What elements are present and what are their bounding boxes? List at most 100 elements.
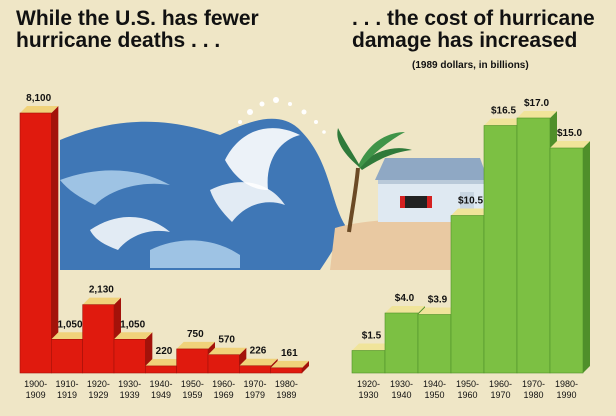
damage-bar-top bbox=[517, 111, 557, 118]
deaths-bar bbox=[19, 112, 52, 374]
deaths-value-label: 1,050 bbox=[120, 319, 145, 330]
deaths-tick-label: 1909 bbox=[26, 390, 46, 400]
damage-value-label: $1.5 bbox=[362, 331, 382, 342]
deaths-tick-label: 1989 bbox=[276, 390, 296, 400]
deaths-tick-label: 1960- bbox=[212, 379, 235, 389]
damage-headline-line2: damage has increased bbox=[352, 29, 578, 52]
spray-icon bbox=[238, 97, 326, 134]
wave-icon bbox=[210, 182, 285, 222]
deaths-bar bbox=[113, 338, 146, 374]
deaths-tick-label: 1929 bbox=[88, 390, 108, 400]
deaths-tick-label: 1910- bbox=[55, 379, 78, 389]
damage-value-label: $4.0 bbox=[395, 293, 415, 304]
damage-bar bbox=[549, 147, 584, 374]
deaths-bar-top bbox=[176, 341, 215, 349]
deaths-tick-label: 1930- bbox=[118, 379, 141, 389]
deaths-value-label: 750 bbox=[187, 329, 204, 340]
wave-icon bbox=[150, 240, 240, 268]
deaths-bar bbox=[207, 354, 240, 374]
damage-headline: . . . the cost of hurricane damage has i… bbox=[352, 8, 595, 52]
damage-bar-top bbox=[352, 343, 392, 351]
damage-bar bbox=[483, 125, 518, 374]
deaths-headline: While the U.S. has fewer hurricane death… bbox=[16, 8, 259, 52]
damage-headline-line1: . . . the cost of hurricane bbox=[352, 7, 595, 30]
damage-tick-label: 1930 bbox=[358, 390, 378, 400]
damage-tick-label: 1950 bbox=[424, 390, 444, 400]
deaths-tick-label: 1919 bbox=[57, 390, 77, 400]
deaths-bar-side bbox=[51, 106, 59, 373]
deaths-value-label: 8,100 bbox=[26, 93, 51, 104]
deaths-headline-line1: While the U.S. has fewer bbox=[16, 7, 259, 30]
deaths-bar-top bbox=[82, 297, 121, 305]
deaths-tick-label: 1939 bbox=[120, 390, 140, 400]
ground-icon bbox=[330, 219, 455, 270]
deaths-bar bbox=[176, 348, 209, 374]
damage-bar bbox=[516, 117, 551, 374]
damage-tick-label: 1970- bbox=[522, 379, 545, 389]
damage-tick-label: 1930- bbox=[390, 379, 413, 389]
wave-icon bbox=[225, 128, 300, 190]
damage-subtitle: (1989 dollars, in billions) bbox=[412, 60, 529, 71]
deaths-bar-top bbox=[114, 332, 153, 340]
deaths-bar-side bbox=[302, 360, 309, 373]
deaths-headline-line2: hurricane deaths . . . bbox=[16, 29, 221, 52]
deaths-tick-label: 1940- bbox=[149, 379, 172, 389]
damage-tick-label: 1960- bbox=[489, 379, 512, 389]
damage-bar bbox=[417, 314, 452, 374]
damage-tick-label: 1980 bbox=[523, 390, 543, 400]
damage-value-label: $17.0 bbox=[524, 98, 549, 109]
deaths-bar bbox=[239, 365, 271, 374]
deaths-bar bbox=[82, 304, 115, 374]
deaths-bar-top bbox=[270, 360, 309, 368]
deaths-tick-label: 1980- bbox=[275, 379, 298, 389]
deaths-value-label: 220 bbox=[156, 346, 173, 357]
damage-tick-label: 1960 bbox=[457, 390, 477, 400]
deaths-value-label: 226 bbox=[250, 346, 267, 357]
deaths-bar bbox=[270, 367, 303, 374]
deaths-tick-label: 1950- bbox=[181, 379, 204, 389]
deaths-tick-label: 1969 bbox=[214, 390, 234, 400]
deaths-value-label: 1,050 bbox=[57, 319, 82, 330]
damage-tick-label: 1990 bbox=[556, 390, 576, 400]
deaths-tick-label: 1949 bbox=[151, 390, 171, 400]
damage-bar-top bbox=[385, 306, 425, 313]
damage-tick-label: 1950- bbox=[456, 379, 479, 389]
deaths-bar bbox=[145, 365, 177, 374]
damage-value-label: $15.0 bbox=[557, 128, 582, 139]
damage-chart: $1.5 1920-1930 $4.0 1930-1940 $3.9 1940-1950 $… bbox=[351, 98, 590, 400]
damage-bar-top bbox=[550, 141, 590, 148]
deaths-bar bbox=[51, 338, 83, 374]
deaths-chart: 8,1001900-19091,0501910-19192,1301920-19… bbox=[19, 93, 309, 400]
damage-tick-label: 1940 bbox=[391, 390, 411, 400]
damage-tick-label: 1940- bbox=[423, 379, 446, 389]
damage-tick-label: 1920- bbox=[357, 379, 380, 389]
damage-value-label: $3.9 bbox=[428, 295, 448, 306]
damage-bar bbox=[450, 215, 485, 374]
damage-value-label: $10.5 bbox=[458, 196, 483, 207]
damage-bar bbox=[384, 312, 419, 374]
damage-value-label: $16.5 bbox=[491, 106, 516, 117]
deaths-value-label: 570 bbox=[218, 335, 235, 346]
house-icon bbox=[375, 158, 488, 222]
damage-bar-top bbox=[418, 307, 458, 315]
deaths-tick-label: 1970- bbox=[243, 379, 266, 389]
deaths-tick-label: 1979 bbox=[245, 390, 265, 400]
deaths-value-label: 161 bbox=[281, 348, 298, 359]
damage-bar-top bbox=[451, 208, 491, 216]
deaths-bar-top bbox=[208, 347, 247, 355]
damage-tick-label: 1980- bbox=[555, 379, 578, 389]
palm-tree-icon bbox=[337, 128, 412, 233]
damage-bar-top bbox=[484, 118, 524, 126]
wave-icon bbox=[90, 217, 170, 250]
deaths-bar-top bbox=[239, 358, 278, 366]
deaths-tick-label: 1959 bbox=[182, 390, 202, 400]
deaths-bar-top bbox=[145, 358, 184, 366]
deaths-bar-top bbox=[20, 106, 59, 113]
deaths-value-label: 2,130 bbox=[89, 285, 114, 296]
deaths-tick-label: 1920- bbox=[87, 379, 110, 389]
damage-bar bbox=[351, 350, 386, 374]
damage-bar-side bbox=[583, 141, 590, 373]
damage-tick-label: 1970 bbox=[490, 390, 510, 400]
